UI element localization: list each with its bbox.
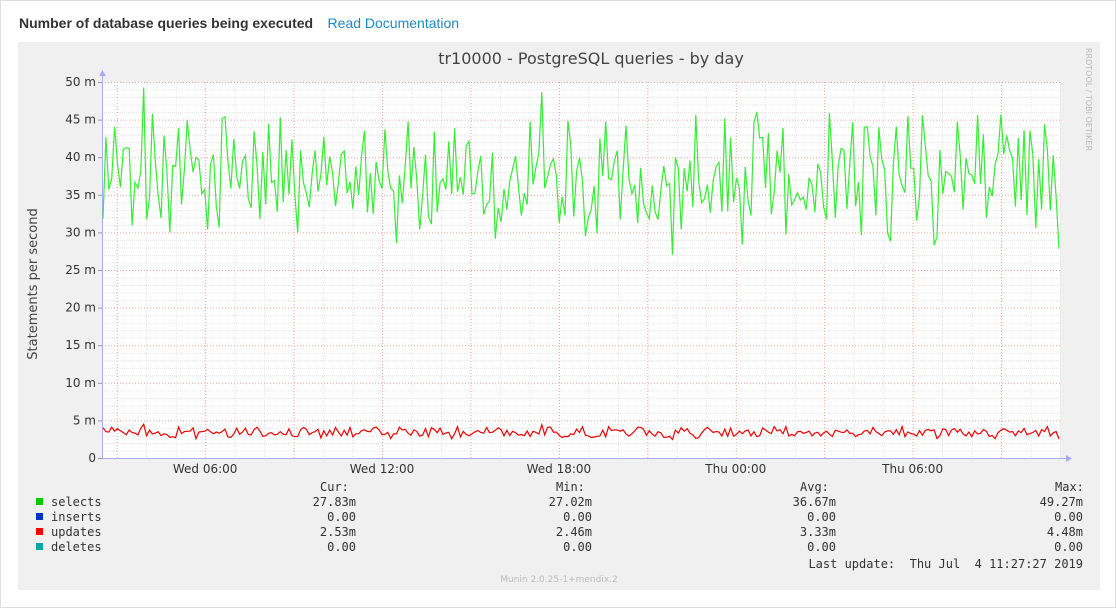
y-axis-arrow xyxy=(99,70,106,76)
legend-swatch-deletes xyxy=(36,543,43,550)
legend-avg-updates: 3.33m xyxy=(800,525,836,539)
legend-min-updates: 2.46m xyxy=(556,525,592,539)
series-line-updates xyxy=(102,422,1060,441)
chart-title: tr10000 - PostgreSQL queries - by day xyxy=(438,49,744,68)
last-update: Last update: Thu Jul 4 11:27:27 2019 xyxy=(808,557,1083,571)
rrd-graph-image: tr10000 - PostgreSQL queries - by day RRD… xyxy=(18,42,1100,590)
x-tick-label: Wed 18:00 xyxy=(527,462,592,476)
legend-header-avg: Avg: xyxy=(800,480,829,494)
legend-swatch-selects xyxy=(36,498,43,505)
series-line-selects xyxy=(102,87,1060,255)
legend-swatch-updates xyxy=(36,528,43,535)
legend-label-deletes: deletes xyxy=(51,540,102,554)
legend-max-deletes: 0.00 xyxy=(1054,540,1083,554)
x-tick-label: Thu 00:00 xyxy=(704,462,766,476)
y-tick-label: 25 m xyxy=(65,263,96,277)
y-tick-label: 40 m xyxy=(65,150,96,164)
read-documentation-link[interactable]: Read Documentation xyxy=(327,15,460,31)
legend-label-updates: updates xyxy=(51,525,102,539)
legend-cur-deletes: 0.00 xyxy=(327,540,356,554)
legend-max-updates: 4.48m xyxy=(1047,525,1083,539)
legend-cur-updates: 2.53m xyxy=(320,525,356,539)
legend-min-inserts: 0.00 xyxy=(563,510,592,524)
x-tick-label: Wed 06:00 xyxy=(173,462,238,476)
legend-label-inserts: inserts xyxy=(51,510,102,524)
legend-avg-deletes: 0.00 xyxy=(807,540,836,554)
legend-min-selects: 27.02m xyxy=(549,495,592,509)
y-tick-label: 45 m xyxy=(65,113,96,127)
legend-avg-inserts: 0.00 xyxy=(807,510,836,524)
legend-header-min: Min: xyxy=(556,480,585,494)
series-group xyxy=(102,87,1060,441)
legend-avg-selects: 36.67m xyxy=(793,495,836,509)
y-tick-label: 5 m xyxy=(73,413,96,427)
y-tick-label: 15 m xyxy=(65,338,96,352)
legend-swatch-inserts xyxy=(36,513,43,520)
y-tick-label: 50 m xyxy=(65,75,96,89)
legend-max-selects: 49.27m xyxy=(1040,495,1083,509)
y-tick-label: 10 m xyxy=(65,376,96,390)
graph-header: Number of database queries being execute… xyxy=(19,15,459,33)
plot-area xyxy=(102,82,1060,458)
legend-max-inserts: 0.00 xyxy=(1054,510,1083,524)
x-tick-label: Wed 12:00 xyxy=(350,462,415,476)
legend-header-cur: Cur: xyxy=(320,480,349,494)
y-tick-label: 35 m xyxy=(65,188,96,202)
rrdtool-credit: RRDTOOL / TOBI OETIKER xyxy=(1084,48,1093,151)
grid xyxy=(98,82,1061,459)
y-tick-label: 0 xyxy=(88,451,96,465)
graph-heading: Number of database queries being execute… xyxy=(19,15,314,31)
y-tick-label: 20 m xyxy=(65,301,96,315)
legend-label-selects: selects xyxy=(51,495,102,509)
legend-cur-inserts: 0.00 xyxy=(327,510,356,524)
legend-min-deletes: 0.00 xyxy=(563,540,592,554)
y-axis-label: Statements per second xyxy=(26,208,41,359)
legend-header-max: Max: xyxy=(1055,480,1084,494)
legend-cur-selects: 27.83m xyxy=(313,495,356,509)
munin-version-footer: Munin 2.0.25-1+mendix.2 xyxy=(500,575,618,585)
y-tick-label: 30 m xyxy=(65,225,96,239)
x-tick-label: Thu 06:00 xyxy=(881,462,943,476)
chart-svg: tr10000 - PostgreSQL queries - by day RRD… xyxy=(26,48,1093,585)
x-axis-arrow xyxy=(1066,455,1072,462)
legend: Cur: Min: Avg: Max: selects 27.83m 27.02m 36.67… xyxy=(36,480,1084,571)
